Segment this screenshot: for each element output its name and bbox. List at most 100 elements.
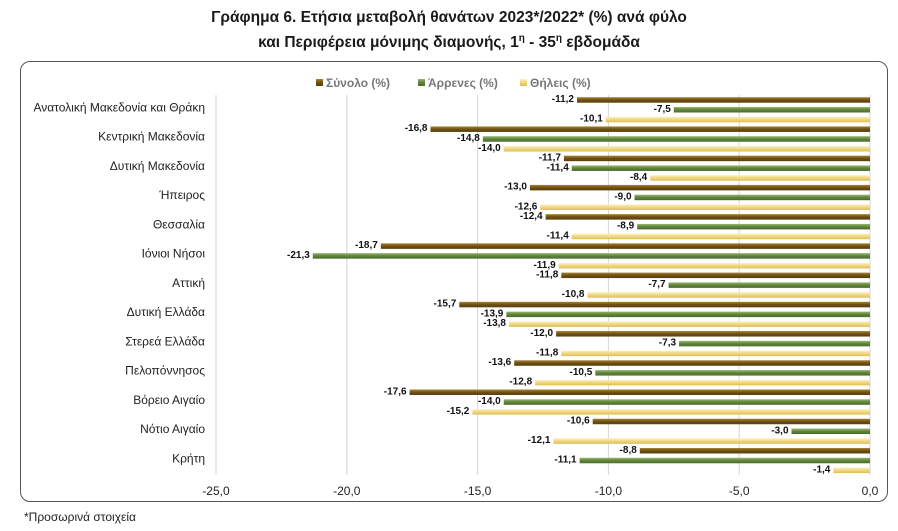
data-label: -10,8 <box>562 289 585 300</box>
footnote: *Προσωρινά στοιχεία <box>24 510 136 524</box>
data-label: -11,7 <box>539 152 562 163</box>
bar <box>637 223 870 230</box>
data-label: -10,1 <box>580 114 603 125</box>
bar <box>587 292 870 298</box>
bar <box>535 379 870 386</box>
title-line2-sup1: η <box>518 33 525 44</box>
data-label: -10,5 <box>570 367 593 378</box>
data-label: -11,4 <box>547 231 570 242</box>
legend-label: Σύνολο (%) <box>326 76 390 90</box>
data-label: -16,8 <box>405 123 428 134</box>
category-label: Στερεά Ελλάδα <box>125 334 205 348</box>
legend-swatch <box>316 79 323 86</box>
data-label: -7,7 <box>648 279 666 290</box>
data-label: -14,8 <box>457 133 480 144</box>
data-label: -12,4 <box>520 211 543 222</box>
bar <box>380 243 870 249</box>
category-label: Ανατολική Μακεδονία και Θράκη <box>33 101 205 115</box>
legend-swatch <box>418 79 425 86</box>
bar <box>791 428 870 435</box>
category-label: Δυτική Μακεδονία <box>110 159 205 173</box>
category-label: Βόρειο Αιγαίο <box>133 393 205 407</box>
bar <box>561 350 870 357</box>
category-label: Δυτική Ελλάδα <box>127 305 205 319</box>
bar <box>529 184 870 191</box>
x-tick-label: -20,0 <box>333 484 361 498</box>
data-label: -8,8 <box>620 445 638 456</box>
bar <box>545 214 870 220</box>
bar <box>503 146 870 152</box>
data-label: -13,0 <box>504 182 527 193</box>
bar <box>634 194 870 201</box>
bar <box>563 155 870 162</box>
bar <box>430 126 870 132</box>
chart-title-line1: Γράφημα 6. Ετήσια μεταβολή θανάτων 2023*… <box>211 9 687 26</box>
category-label: Αττική <box>172 276 205 290</box>
data-label: -10,6 <box>567 416 590 427</box>
title-line2-prefix: και Περιφέρεια μόνιμης διαμονής, 1 <box>258 34 519 52</box>
data-label: -15,7 <box>433 299 456 310</box>
bar <box>459 301 870 308</box>
bar <box>503 399 870 405</box>
bar <box>561 272 870 279</box>
data-label: -18,7 <box>355 240 378 251</box>
bar <box>668 282 870 288</box>
data-label: -11,4 <box>547 162 570 173</box>
data-label: -12,8 <box>509 377 532 388</box>
data-label: -15,2 <box>447 406 470 417</box>
x-tick-label: -25,0 <box>202 484 230 498</box>
category-label: Νότιο Αιγαίο <box>140 422 205 436</box>
data-label: -12,1 <box>528 435 551 446</box>
bar <box>595 370 870 376</box>
data-label: -14,0 <box>478 143 501 154</box>
bar <box>833 467 870 474</box>
legend-label: Θήλεις (%) <box>530 76 591 90</box>
bar <box>540 204 870 210</box>
title-line2-sup2: η <box>555 33 562 44</box>
legend-label: Άρρενες (%) <box>428 76 498 90</box>
category-label: Ήπειρος <box>158 188 205 202</box>
bar <box>558 262 870 269</box>
data-label: -11,1 <box>554 455 577 466</box>
category-label: Κρήτη <box>172 451 205 465</box>
x-tick-label: -15,0 <box>464 484 492 498</box>
x-tick-label: 0,0 <box>862 484 879 498</box>
bar <box>650 175 870 181</box>
chart-title-line2: και Περιφέρεια μόνιμης διαμονής, 1η - 35… <box>0 29 898 53</box>
data-label: -8,4 <box>630 172 648 183</box>
data-label: -7,5 <box>654 104 672 115</box>
data-label: -11,8 <box>536 347 559 358</box>
bar <box>592 418 870 425</box>
legend-swatch <box>520 79 527 86</box>
data-label: -13,9 <box>481 308 504 319</box>
data-label: -1,4 <box>813 464 831 475</box>
data-label: -14,0 <box>478 396 501 407</box>
category-label: Ιόνιοι Νήσοι <box>142 247 206 261</box>
bar <box>571 233 870 240</box>
data-label: -11,8 <box>536 269 559 280</box>
data-label: -7,3 <box>659 338 677 349</box>
bar <box>605 116 870 123</box>
bar <box>514 360 870 366</box>
bar <box>482 136 870 142</box>
title-line2-suffix: εβδομάδα <box>561 34 640 52</box>
data-label: -12,0 <box>530 328 553 339</box>
bar <box>506 311 870 318</box>
category-label: Κεντρική Μακεδονία <box>98 130 205 144</box>
data-label: -8,9 <box>617 221 635 232</box>
bar <box>553 438 870 444</box>
data-label: -9,0 <box>614 191 632 202</box>
data-label: -21,3 <box>287 250 310 261</box>
bar <box>579 457 870 464</box>
bar <box>577 97 870 103</box>
bar <box>639 447 870 454</box>
title-line2-mid: - 35 <box>524 34 556 52</box>
category-label: Θεσσαλία <box>153 217 205 231</box>
data-label: -13,6 <box>488 357 511 368</box>
bar <box>409 389 870 396</box>
data-label: -11,9 <box>533 260 556 271</box>
chart-frame <box>20 61 888 502</box>
bar <box>472 409 870 415</box>
data-label: -3,0 <box>771 425 789 436</box>
